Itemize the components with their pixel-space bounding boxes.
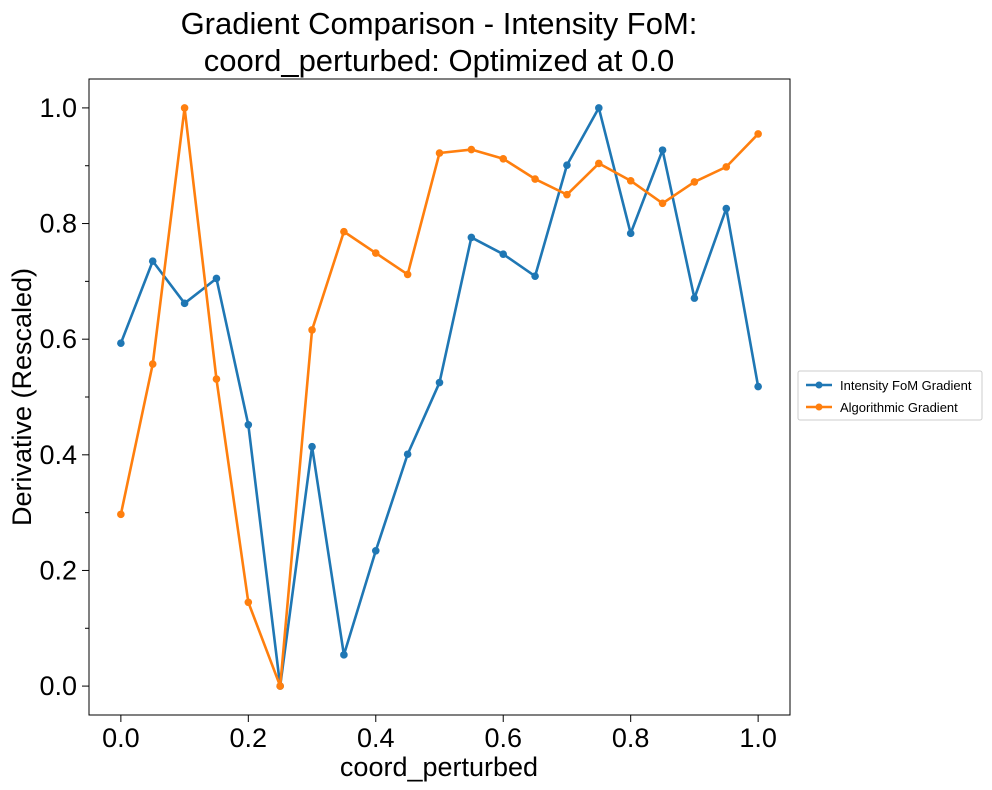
point-intensity-fom-gradient-14 — [563, 161, 571, 169]
point-intensity-fom-gradient-1 — [148, 257, 157, 265]
point-intensity-fom-gradient-0 — [117, 339, 125, 348]
series-line-algorithmic-gradient — [119, 106, 760, 688]
point-intensity-fom-gradient-19 — [722, 204, 731, 213]
point-intensity-fom-gradient-4 — [244, 420, 253, 429]
y-tick-label-4: 0.8 — [39, 209, 77, 239]
x-tick-label-1: 0.2 — [230, 723, 268, 753]
legend-label-algorithmic: Algorithmic Gradient — [840, 400, 958, 415]
point-algorithmic-gradient-10 — [435, 149, 444, 157]
series-line-intensity-fom-gradient — [119, 106, 760, 688]
point-intensity-fom-gradient-6 — [308, 442, 316, 451]
point-algorithmic-gradient-13 — [531, 175, 539, 183]
legend: Intensity FoM Gradient Algorithmic Gradi… — [797, 370, 983, 421]
legend-marker-intensity — [815, 381, 823, 389]
point-intensity-fom-gradient-9 — [403, 450, 412, 459]
point-intensity-fom-gradient-10 — [435, 378, 444, 387]
point-algorithmic-gradient-15 — [595, 159, 603, 168]
series-group — [117, 104, 762, 690]
point-algorithmic-gradient-17 — [658, 199, 667, 208]
x-tick-label-3: 0.6 — [484, 723, 522, 753]
point-intensity-fom-gradient-15 — [595, 104, 603, 112]
point-algorithmic-gradient-5 — [276, 682, 284, 690]
point-algorithmic-gradient-7 — [340, 227, 348, 236]
point-algorithmic-gradient-8 — [371, 249, 380, 257]
y-tick-label-3: 0.6 — [39, 324, 77, 354]
point-algorithmic-gradient-11 — [467, 145, 476, 154]
point-intensity-fom-gradient-20 — [754, 382, 762, 391]
x-tick-label-2: 0.4 — [357, 723, 395, 753]
point-algorithmic-gradient-6 — [308, 326, 316, 334]
point-intensity-fom-gradient-13 — [531, 272, 539, 280]
x-tick-label-0: 0.0 — [102, 723, 140, 753]
point-algorithmic-gradient-0 — [117, 510, 125, 519]
y-tick-label-2: 0.4 — [39, 440, 77, 470]
y-tick-label-5: 1.0 — [39, 93, 77, 123]
point-intensity-fom-gradient-18 — [690, 294, 699, 302]
y-tick-label-1: 0.2 — [39, 555, 77, 585]
x-tick-label-5: 1.0 — [739, 723, 777, 753]
point-algorithmic-gradient-14 — [563, 190, 571, 199]
chart-title-line-2: coord_perturbed: Optimized at 0.0 — [204, 43, 674, 78]
point-intensity-fom-gradient-7 — [340, 651, 348, 659]
point-intensity-fom-gradient-17 — [658, 146, 667, 154]
point-algorithmic-gradient-20 — [754, 130, 762, 138]
point-algorithmic-gradient-9 — [403, 270, 412, 279]
y-tick-label-0: 0.0 — [39, 671, 77, 701]
point-intensity-fom-gradient-8 — [371, 546, 380, 555]
chart-title-line-1: Gradient Comparison - Intensity FoM: — [181, 6, 698, 41]
point-intensity-fom-gradient-2 — [180, 299, 189, 308]
point-intensity-fom-gradient-11 — [467, 233, 476, 242]
point-algorithmic-gradient-1 — [148, 360, 157, 368]
legend-box — [797, 370, 983, 421]
point-intensity-fom-gradient-16 — [626, 229, 635, 238]
point-algorithmic-gradient-3 — [212, 375, 221, 383]
point-algorithmic-gradient-16 — [626, 176, 635, 185]
axis-ticks: 0.0 0.2 0.4 0.6 0.8 1.0 0.0 0.2 0.4 0.6 0.8 1.0 — [39, 93, 776, 753]
x-tick-label-4: 0.8 — [612, 723, 650, 753]
point-algorithmic-gradient-4 — [244, 598, 253, 607]
legend-label-intensity: Intensity FoM Gradient — [840, 378, 972, 393]
point-intensity-fom-gradient-12 — [499, 250, 508, 258]
point-algorithmic-gradient-2 — [180, 104, 189, 112]
point-algorithmic-gradient-18 — [690, 178, 699, 186]
point-algorithmic-gradient-19 — [722, 163, 731, 171]
point-algorithmic-gradient-12 — [499, 154, 508, 163]
legend-marker-algorithmic — [815, 403, 823, 411]
plot-frame — [88, 78, 791, 716]
x-axis-label: coord_perturbed — [340, 752, 538, 782]
point-intensity-fom-gradient-3 — [212, 274, 221, 283]
y-axis-label: Derivative (Rescaled) — [7, 268, 37, 526]
